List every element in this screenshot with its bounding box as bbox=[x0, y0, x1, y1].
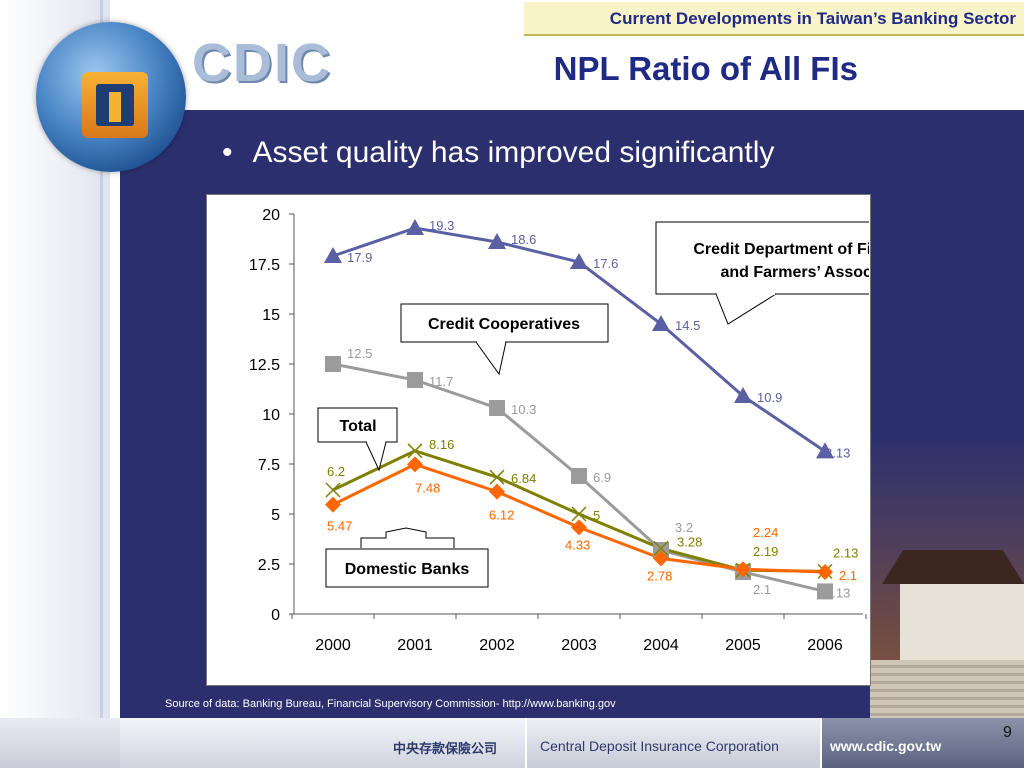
footer-corporation-name: Central Deposit Insurance Corporation bbox=[540, 738, 779, 754]
diamond-marker bbox=[489, 483, 505, 500]
data-label: 3.2 bbox=[675, 520, 693, 535]
diamond-marker bbox=[325, 496, 341, 513]
square-marker bbox=[653, 542, 669, 558]
square-marker bbox=[489, 400, 505, 416]
data-label: 6.84 bbox=[511, 471, 536, 486]
data-label: 5.47 bbox=[327, 519, 352, 534]
data-label: 6.12 bbox=[489, 508, 514, 523]
square-marker bbox=[407, 372, 423, 388]
triangle-marker bbox=[816, 442, 834, 459]
x-marker bbox=[653, 540, 669, 556]
triangle-marker bbox=[652, 315, 670, 331]
diamond-marker bbox=[407, 456, 423, 473]
page-number: 9 bbox=[1003, 724, 1012, 741]
y-tick-label: 5 bbox=[271, 507, 280, 524]
cdic-logo-icon bbox=[82, 72, 148, 138]
data-label: 18.6 bbox=[511, 232, 536, 247]
bullet-point: • Asset quality has improved significantl… bbox=[222, 136, 774, 170]
callout-fishermen-text: and Farmers’ Associations bbox=[720, 264, 869, 281]
y-tick-label: 15 bbox=[262, 307, 280, 324]
data-label: 4.33 bbox=[565, 537, 590, 552]
data-label: 2.78 bbox=[647, 568, 672, 583]
data-label: 11.7 bbox=[429, 374, 453, 389]
y-tick-label: 7.5 bbox=[258, 457, 280, 474]
triangle-marker bbox=[570, 253, 588, 269]
callout-cooperatives-text: Credit Cooperatives bbox=[428, 316, 580, 333]
data-label: 2.19 bbox=[753, 544, 778, 559]
data-label: 19.3 bbox=[429, 218, 454, 233]
x-tick-label: 2000 bbox=[315, 637, 351, 654]
data-label: 12.5 bbox=[347, 346, 372, 361]
triangle-marker bbox=[406, 219, 424, 235]
data-label: 2.1 bbox=[753, 582, 771, 597]
callout-fishermen-pointer bbox=[715, 293, 777, 325]
x-tick-label: 2005 bbox=[725, 637, 761, 654]
callout-fishermen-box bbox=[655, 221, 869, 295]
slide-title: NPL Ratio of All FIs bbox=[553, 50, 858, 87]
x-tick-label: 2006 bbox=[807, 637, 843, 654]
x-tick-label: 2004 bbox=[643, 637, 679, 654]
data-label: 17.6 bbox=[593, 256, 618, 271]
y-tick-label: 0 bbox=[271, 607, 280, 624]
callout-domestic-text: Domestic Banks bbox=[345, 561, 470, 578]
data-label: 5 bbox=[593, 508, 600, 523]
y-tick-label: 2.5 bbox=[258, 557, 280, 574]
x-tick-label: 2002 bbox=[479, 637, 515, 654]
header-tag-text: Current Developments in Taiwan’s Banking… bbox=[609, 9, 1016, 28]
diamond-marker bbox=[653, 550, 669, 567]
data-label: 2.24 bbox=[753, 525, 778, 540]
callout-cooperatives-box bbox=[400, 303, 609, 343]
triangle-marker bbox=[324, 247, 342, 263]
y-tick-label: 10 bbox=[262, 407, 280, 424]
data-label: 2.13 bbox=[833, 545, 858, 560]
y-tick-label: 17.5 bbox=[249, 257, 280, 274]
data-label: 8.16 bbox=[429, 437, 454, 452]
source-note: Source of data: Banking Bureau, Financia… bbox=[165, 698, 616, 710]
bullet-text: Asset quality has improved significantly bbox=[252, 136, 775, 169]
callout-domestic-bracket bbox=[360, 527, 455, 548]
callout-domestic-box bbox=[325, 548, 489, 588]
square-marker bbox=[817, 583, 833, 600]
memorial-hall-image bbox=[870, 430, 1024, 718]
data-label: 3.28 bbox=[677, 534, 702, 549]
square-marker bbox=[325, 356, 341, 372]
y-tick-label: 12.5 bbox=[249, 357, 280, 374]
diamond-marker bbox=[571, 519, 587, 536]
data-label: 6.2 bbox=[327, 464, 345, 479]
x-tick-label: 2001 bbox=[397, 637, 433, 654]
footer-bar: 中央存款保險公司 Central Deposit Insurance Corpo… bbox=[0, 718, 1024, 768]
square-marker bbox=[571, 468, 587, 484]
x-marker bbox=[571, 506, 587, 522]
data-label: 10.9 bbox=[757, 390, 782, 405]
callout-total-box bbox=[317, 407, 398, 443]
diamond-marker bbox=[735, 561, 751, 578]
x-marker bbox=[489, 469, 505, 485]
x-marker bbox=[407, 443, 423, 459]
footer-chinese-name: 中央存款保險公司 bbox=[393, 741, 498, 756]
data-label: 1.13 bbox=[825, 585, 850, 600]
data-label: 14.5 bbox=[675, 318, 700, 333]
triangle-marker bbox=[734, 387, 752, 403]
triangle-marker bbox=[488, 233, 506, 249]
callout-total-pointer bbox=[365, 441, 387, 472]
callout-total-text: Total bbox=[339, 418, 376, 435]
x-tick-label: 2003 bbox=[561, 637, 597, 654]
header-tag: Current Developments in Taiwan’s Banking… bbox=[524, 2, 1024, 36]
callout-fishermen-text: Credit Department of Fishermen’s bbox=[693, 241, 869, 258]
data-label: 10.3 bbox=[511, 402, 536, 417]
data-label: 8.13 bbox=[825, 445, 850, 460]
cdic-wordmark: CDIC bbox=[192, 33, 332, 93]
bullet-dot-icon: • bbox=[222, 136, 233, 169]
x-marker bbox=[325, 482, 341, 498]
data-label: 2.1 bbox=[839, 568, 857, 583]
data-label: 17.9 bbox=[347, 250, 372, 265]
data-label: 6.9 bbox=[593, 470, 611, 485]
data-label: 7.48 bbox=[415, 480, 440, 495]
y-tick-label: 20 bbox=[262, 207, 280, 224]
footer-website: www.cdic.gov.tw bbox=[830, 738, 942, 754]
callout-cooperatives-pointer bbox=[475, 341, 507, 376]
diamond-marker bbox=[817, 564, 833, 580]
npl-line-chart: 0 2.5 5 7.5 10 12.5 15 17.5 20 2000 2001 2002 2003 20… bbox=[249, 207, 869, 654]
